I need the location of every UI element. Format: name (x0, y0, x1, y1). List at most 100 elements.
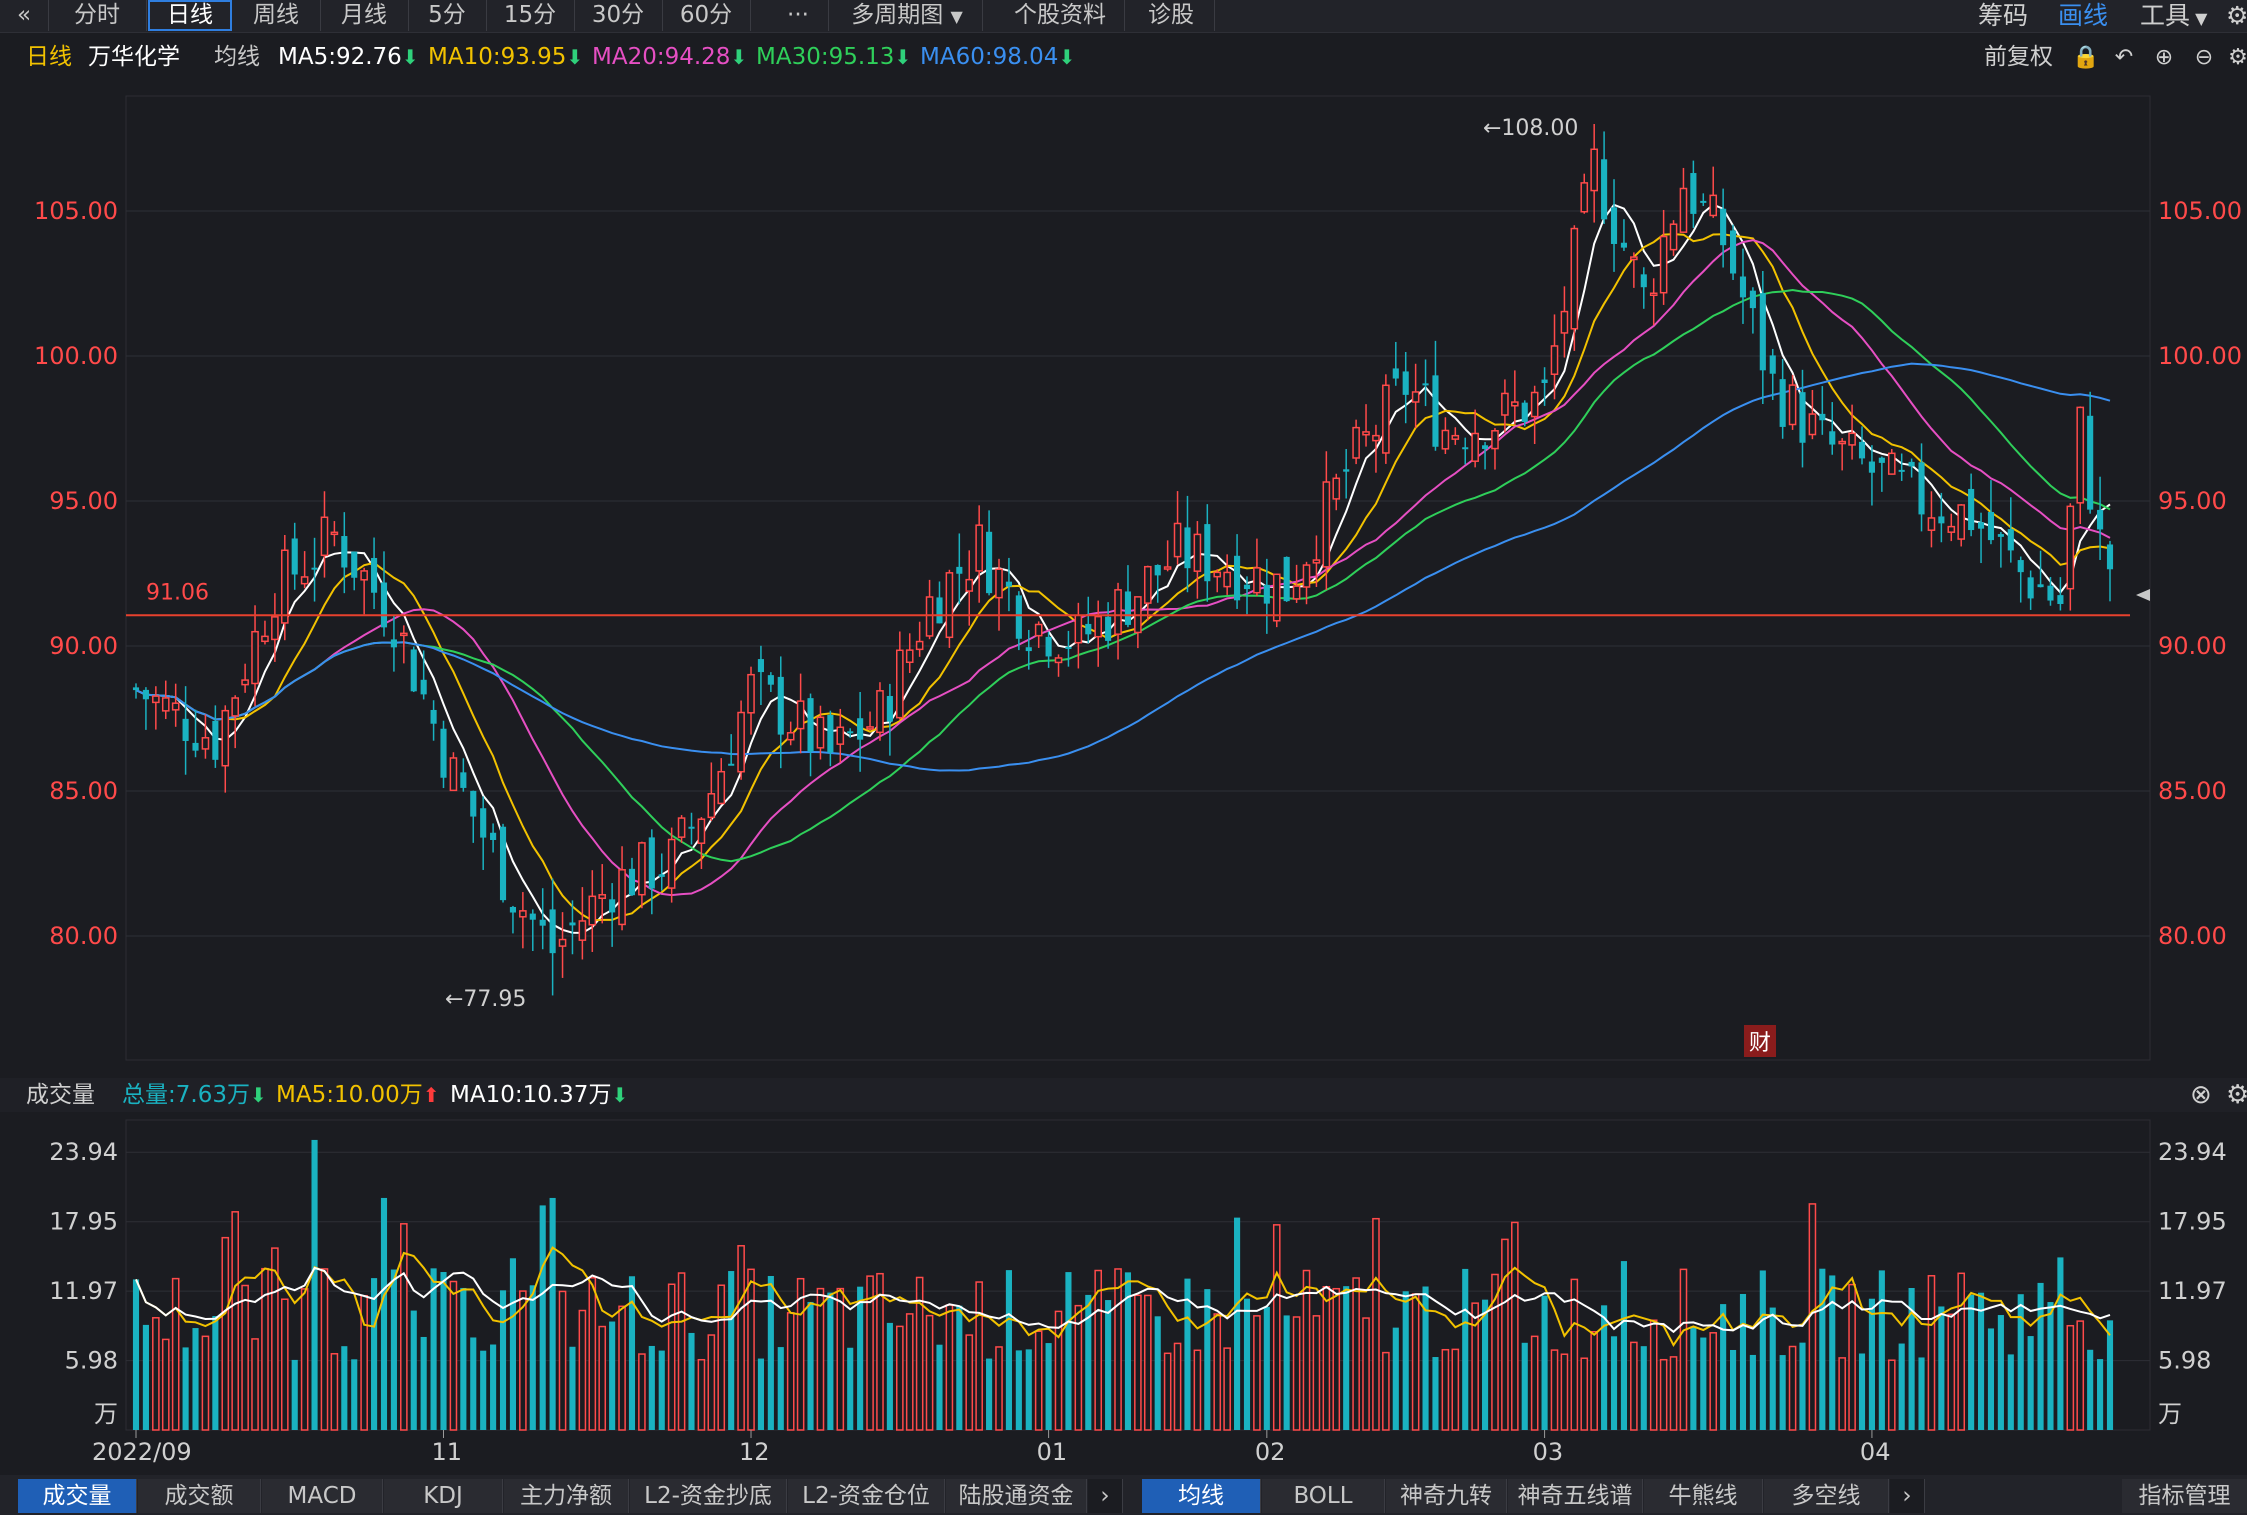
volume-bar (1560, 1353, 1569, 1431)
tab-30min[interactable]: 30分 (574, 0, 663, 31)
volume-bar (658, 1350, 665, 1430)
volume-bar (1709, 1332, 1718, 1431)
finance-event-icon[interactable] (1744, 1025, 1776, 1057)
zoom-in-icon[interactable]: ⊕ (2154, 45, 2174, 70)
draw-line-button[interactable]: 画线 (2058, 1, 2109, 30)
volume-bar (697, 1358, 706, 1431)
volume-bar (1283, 1315, 1290, 1430)
volume-bar (132, 1279, 140, 1430)
candle-body (280, 549, 289, 624)
price-tick-left: 85.00 (49, 777, 118, 805)
ma10-line (135, 233, 2111, 922)
volume-ma10-line (135, 1266, 2111, 1334)
tab-northbound[interactable]: 陆股通资金 (946, 1479, 1087, 1513)
candle-body (221, 709, 230, 767)
settings-icon[interactable]: ⚙ (2228, 45, 2247, 70)
tab-5min[interactable]: 5分 (408, 0, 487, 31)
tab-magic-five[interactable]: 神奇五线谱 (1508, 1479, 1643, 1513)
candle-body (1788, 384, 1797, 426)
current-price-marker-icon (2136, 589, 2150, 601)
volume-bar (1690, 1326, 1697, 1430)
candle-body (915, 640, 924, 651)
tab-60min[interactable]: 60分 (662, 0, 751, 31)
tab-kdj[interactable]: KDJ (384, 1479, 503, 1513)
adjust-mode[interactable]: 前复权 (1984, 44, 2053, 70)
avg-line-label[interactable]: 均线 (214, 44, 260, 70)
tab-daily[interactable]: 日线 (148, 0, 232, 31)
tab-ma[interactable]: 均线 (1142, 1479, 1261, 1513)
close-icon[interactable]: ⊗ (2190, 1080, 2212, 1110)
volume-bar (1411, 1293, 1420, 1431)
volume-bar (1312, 1315, 1321, 1431)
settings-icon[interactable]: ⚙ (2226, 1, 2247, 30)
tab-l2-bottom[interactable]: L2-资金抄底 (630, 1479, 787, 1513)
tab-main-net[interactable]: 主力净额 (504, 1479, 629, 1513)
volume-bar (747, 1268, 755, 1431)
candle-body (1025, 647, 1032, 652)
lock-icon[interactable]: 🔒 (2072, 45, 2100, 70)
tab-volume[interactable]: 成交量 (18, 1479, 137, 1513)
tab-magic-nine[interactable]: 神奇九转 (1386, 1479, 1507, 1513)
tab-diagnose[interactable]: 诊股 (1128, 0, 1215, 31)
volume-bar (251, 1338, 259, 1431)
ma10-value: MA10:93.95⬇ (428, 40, 583, 74)
candle-body (460, 772, 467, 788)
tab-weekly[interactable]: 周线 (232, 0, 321, 31)
volume-bar (1045, 1343, 1052, 1430)
zoom-out-icon[interactable]: ⊖ (2194, 45, 2214, 70)
tab-l2-position[interactable]: L2-资金仓位 (788, 1479, 945, 1513)
volume-bar (1878, 1270, 1885, 1430)
indicator-manage-button[interactable]: 指标管理 (2122, 1479, 2247, 1513)
volume-bar (2106, 1320, 2114, 1430)
candle-body (192, 742, 199, 751)
undo-icon[interactable]: ↶ (2114, 45, 2134, 70)
tab-monthly[interactable]: 月线 (320, 0, 409, 31)
volume-bar (1392, 1327, 1399, 1430)
tab-15min[interactable]: 15分 (486, 0, 575, 31)
tab-stock-info[interactable]: 个股资料 (996, 0, 1125, 31)
candle-body (1541, 379, 1548, 383)
volume-bar (1620, 1261, 1627, 1430)
tab-timeshare[interactable]: 分时 (48, 0, 147, 31)
candle-body (1362, 431, 1370, 436)
candles (132, 124, 2114, 996)
candle-body (1838, 440, 1846, 445)
settings-icon[interactable]: ⚙ (2226, 1080, 2247, 1110)
collapse-icon[interactable]: « (0, 0, 49, 31)
tab-turnover[interactable]: 成交额 (138, 1479, 261, 1513)
down-arrow-icon: ⬇ (566, 45, 584, 69)
candle-body (390, 639, 397, 648)
candle-body (2017, 560, 2024, 573)
volume-bar (410, 1310, 417, 1430)
candle-body (1193, 533, 1202, 572)
volume-bar (1511, 1221, 1519, 1431)
candle-body (1799, 392, 1806, 443)
volume-bar (300, 1288, 309, 1431)
tab-multi-period[interactable]: 多周期图 ▼ (832, 0, 983, 31)
tab-macd[interactable]: MACD (262, 1479, 383, 1513)
volume-bar (1779, 1355, 1786, 1430)
candle-body (519, 910, 527, 918)
tab-long-short[interactable]: 多空线 (1764, 1479, 1889, 1513)
volume-bar (1204, 1289, 1211, 1430)
chevron-right-icon[interactable]: › (1088, 1479, 1123, 1513)
chevron-right-icon[interactable]: › (1890, 1479, 1925, 1513)
more-icon[interactable]: ··· (768, 0, 829, 31)
tab-boll[interactable]: BOLL (1262, 1479, 1385, 1513)
candle-body (2076, 406, 2085, 504)
chip-button[interactable]: 筹码 (1978, 1, 2029, 30)
candle-body (1343, 469, 1350, 472)
candle-body (886, 695, 893, 722)
date-label: 04 (1860, 1438, 1891, 1466)
tools-button[interactable]: 工具 ▼ (2140, 0, 2207, 31)
volume-bar (1382, 1351, 1390, 1431)
candle-body (2106, 544, 2114, 570)
candle-body (490, 832, 497, 840)
volume-bar (628, 1276, 636, 1430)
volume-bar (667, 1283, 676, 1431)
volume-bar (2047, 1302, 2054, 1430)
volume-bar (1570, 1278, 1579, 1431)
tab-bull-bear[interactable]: 牛熊线 (1644, 1479, 1763, 1513)
volume-bar (905, 1313, 914, 1431)
